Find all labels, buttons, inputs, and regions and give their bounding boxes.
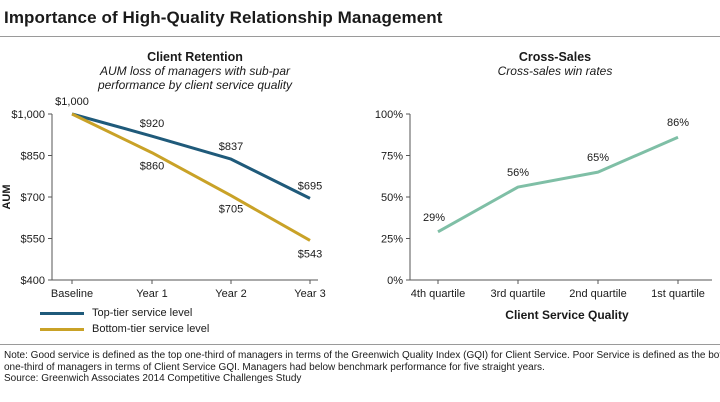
client-retention-subtitle-line-1: AUM loss of managers with sub-par bbox=[99, 64, 291, 78]
retention-series-line-1 bbox=[71, 112, 311, 242]
crosssales-x-tick-label: 1st quartile bbox=[651, 288, 705, 300]
footnote-line-2: one-third of managers in terms of Client… bbox=[4, 361, 545, 373]
retention-y-axis-label: AUM bbox=[1, 184, 13, 209]
retention-y-tick-label: $400 bbox=[21, 275, 45, 287]
retention-y-tick-label: $700 bbox=[21, 192, 45, 204]
crosssales-x-axis-label: Client Service Quality bbox=[505, 308, 629, 322]
legend-label-top-tier: Top-tier service level bbox=[92, 307, 193, 319]
client-retention-title: Client Retention bbox=[147, 50, 243, 64]
retention-data-label: $837 bbox=[219, 141, 243, 153]
crosssales-x-tick-label: 4th quartile bbox=[411, 288, 465, 300]
retention-x-tick-label: Baseline bbox=[51, 288, 93, 300]
footnote-line-1: Note: Good service is defined as the top… bbox=[4, 350, 720, 361]
crosssales-data-label: 86% bbox=[667, 117, 689, 129]
crosssales-data-label: 65% bbox=[587, 152, 609, 164]
footnote: Note: Good service is defined as the top… bbox=[4, 350, 720, 385]
legend-item-bottom-tier: Bottom-tier service level bbox=[40, 323, 209, 335]
crosssales-y-tick-label: 25% bbox=[381, 234, 403, 246]
retention-x-tick-label: Year 1 bbox=[136, 288, 167, 300]
retention-series-line-0 bbox=[71, 112, 311, 200]
retention-y-tick-label: $850 bbox=[21, 151, 45, 163]
crosssales-x-tick-label: 3rd quartile bbox=[490, 288, 545, 300]
legend-swatch-bottom-tier bbox=[40, 327, 84, 331]
retention-data-label: $1,000 bbox=[55, 96, 89, 108]
retention-data-label: $860 bbox=[140, 161, 164, 173]
retention-data-label: $543 bbox=[298, 248, 322, 260]
client-retention-subtitle-line-2: performance by client service quality bbox=[97, 78, 293, 92]
crosssales-y-tick-label: 100% bbox=[375, 109, 403, 121]
cross-sales-title: Cross-Sales bbox=[518, 50, 592, 64]
retention-y-tick-label: $1,000 bbox=[11, 109, 45, 121]
cross-sales-subtitle: Cross-sales win rates bbox=[497, 64, 613, 78]
crosssales-x-tick-label: 2nd quartile bbox=[569, 288, 627, 300]
retention-y-tick-label: $550 bbox=[21, 234, 45, 246]
retention-x-tick-label: Year 3 bbox=[294, 288, 325, 300]
page-title: Importance of High-Quality Relationship … bbox=[4, 8, 443, 27]
crosssales-series-line-0 bbox=[437, 135, 679, 234]
retention-data-label: $705 bbox=[219, 204, 243, 216]
retention-data-label: $920 bbox=[140, 118, 164, 130]
crosssales-y-tick-label: 75% bbox=[381, 151, 403, 163]
title-divider bbox=[0, 36, 720, 37]
legend-label-bottom-tier: Bottom-tier service level bbox=[92, 323, 210, 335]
retention-x-tick-label: Year 2 bbox=[215, 288, 246, 300]
note-divider bbox=[0, 344, 720, 345]
footnote-line-3: Source: Greenwich Associates 2014 Compet… bbox=[4, 373, 302, 384]
crosssales-y-tick-label: 50% bbox=[381, 192, 403, 204]
legend-item-top-tier: Top-tier service level bbox=[40, 307, 192, 319]
crosssales-y-tick-label: 0% bbox=[387, 275, 403, 287]
crosssales-data-label: 29% bbox=[423, 212, 445, 224]
crosssales-data-label: 56% bbox=[507, 167, 529, 179]
legend-swatch-top-tier bbox=[40, 311, 84, 315]
retention-data-label: $695 bbox=[298, 180, 322, 192]
